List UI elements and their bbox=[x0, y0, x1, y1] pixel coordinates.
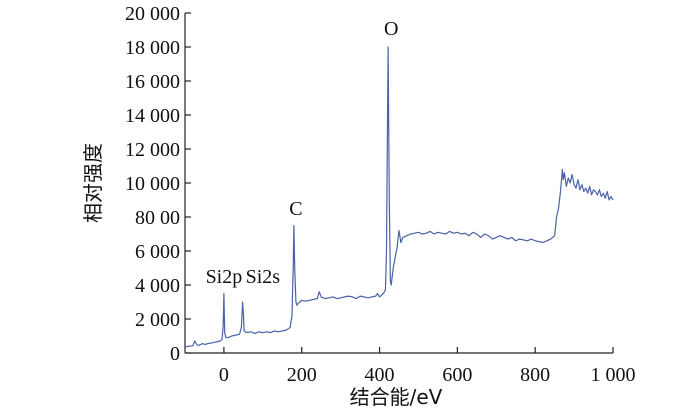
x-tick-label: 400 bbox=[365, 364, 395, 386]
peak-label-o: O bbox=[384, 18, 398, 40]
y-tick-label: 20 000 bbox=[125, 3, 180, 25]
y-axis-ticks: 0 2 000 4 000 6 000 80 00 10 000 12 000 14 000 1… bbox=[125, 3, 191, 365]
x-tick-label: 800 bbox=[520, 364, 550, 386]
y-tick-label: 16 000 bbox=[125, 71, 180, 93]
x-tick-label: 600 bbox=[442, 364, 472, 386]
y-tick-label: 12 000 bbox=[125, 139, 180, 161]
y-tick-label: 18 000 bbox=[125, 37, 180, 59]
x-tick-label: 1 000 bbox=[591, 364, 636, 386]
x-tick-label: 200 bbox=[287, 364, 317, 386]
y-tick-label: 6 000 bbox=[135, 241, 180, 263]
x-tick-label: 0 bbox=[219, 364, 229, 386]
x-axis-ticks: 0 200 400 600 800 1 000 bbox=[219, 347, 636, 386]
plot-area: 0 2 000 4 000 6 000 80 00 10 000 12 000 14 000 1… bbox=[125, 3, 636, 386]
y-tick-label: 2 000 bbox=[135, 309, 180, 331]
y-tick-label: 80 00 bbox=[135, 207, 180, 229]
peak-label-si2p: Si2p bbox=[206, 266, 243, 288]
peak-label-c: C bbox=[289, 198, 302, 220]
y-axis-title: 相对强度 bbox=[81, 143, 105, 223]
y-tick-label: 0 bbox=[170, 343, 180, 365]
x-axis-title: 结合能/eV bbox=[350, 385, 443, 409]
peak-label-si2s: Si2s bbox=[246, 266, 281, 288]
peak-annotations: Si2p Si2s C O bbox=[206, 18, 399, 288]
y-tick-label: 10 000 bbox=[125, 173, 180, 195]
spectrum-line bbox=[184, 46, 614, 348]
y-tick-label: 14 000 bbox=[125, 105, 180, 127]
y-tick-label: 4 000 bbox=[135, 275, 180, 297]
